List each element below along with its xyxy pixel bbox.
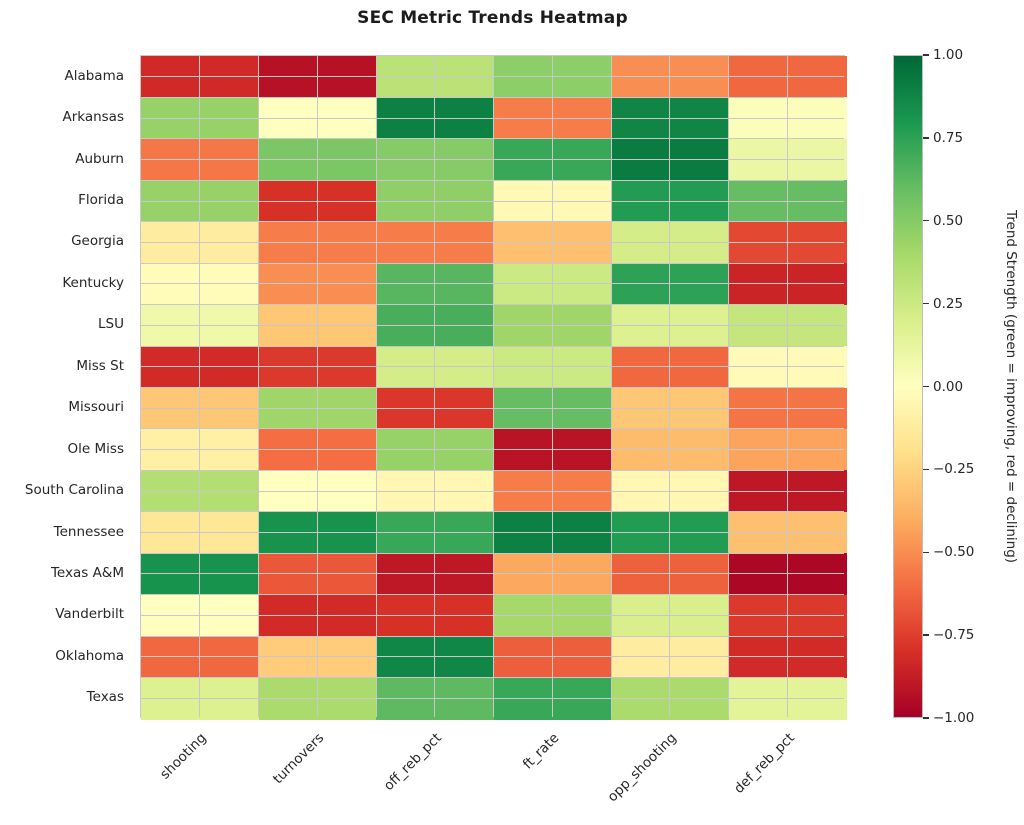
colorbar-tick-mark: [923, 220, 929, 222]
x-tick-label: off_reb_pct: [381, 730, 446, 794]
colorbar-tick-label: 0.75: [933, 129, 964, 146]
colorbar-tick-label: 0.25: [933, 295, 964, 312]
gridline-horizontal: [141, 159, 844, 161]
y-tick-label: Tennessee: [53, 523, 124, 540]
gridline-horizontal: [141, 262, 844, 264]
x-tick-label: ft_rate: [520, 730, 563, 773]
gridline-vertical: [669, 56, 671, 717]
gridline-vertical: [316, 56, 318, 717]
gridline-vertical: [786, 56, 788, 717]
y-tick-label: Missouri: [68, 399, 124, 416]
x-tick-label: turnovers: [270, 730, 328, 788]
x-tick-label: opp_shooting: [604, 730, 681, 806]
y-tick-label: Alabama: [64, 67, 124, 84]
gridline-vertical: [375, 56, 377, 717]
heatmap-plot: [140, 55, 847, 720]
gridline-vertical: [434, 56, 436, 717]
y-tick-label: Vanderbilt: [55, 606, 124, 623]
y-tick-label: Florida: [78, 192, 124, 209]
gridline-horizontal: [141, 635, 844, 637]
colorbar-tick-label: 0.50: [933, 212, 964, 229]
gridline-vertical: [728, 56, 729, 717]
gridline-horizontal: [141, 614, 844, 616]
colorbar-tick-mark: [923, 634, 929, 636]
gridline-horizontal: [141, 428, 844, 430]
gridline-horizontal: [141, 76, 844, 78]
gridline-horizontal: [141, 532, 844, 534]
colorbar-tick-label: −1.00: [933, 710, 975, 726]
gridline-horizontal: [141, 490, 844, 492]
gridline-horizontal: [141, 304, 844, 306]
gridline-horizontal: [141, 138, 844, 140]
y-tick-label: Arkansas: [62, 109, 124, 126]
colorbar-tick-mark: [923, 468, 929, 471]
y-tick-label: Ole Miss: [67, 440, 124, 457]
gridline-horizontal: [141, 221, 844, 223]
y-tick-label: South Carolina: [24, 482, 124, 499]
gridline-vertical: [551, 56, 553, 717]
gridline-vertical: [258, 56, 259, 717]
y-tick-label: LSU: [98, 316, 124, 333]
colorbar-tick-mark: [923, 302, 929, 305]
gridline-vertical: [493, 56, 494, 717]
colorbar: [893, 55, 923, 718]
gridline-vertical: [610, 56, 612, 717]
gridline-horizontal: [141, 573, 844, 575]
gridline-horizontal: [141, 387, 844, 388]
colorbar-tick-label: −0.75: [933, 627, 975, 644]
gridline-horizontal: [141, 469, 844, 471]
y-tick-label: Oklahoma: [55, 647, 124, 664]
x-tick-label: def_reb_pct: [730, 730, 798, 797]
colorbar-tick-mark: [923, 717, 929, 719]
y-axis-labels: Alabama Arkansas Auburn Florida Georgia Kentu…: [0, 55, 132, 718]
gridline-horizontal: [141, 677, 844, 679]
y-tick-label: Texas: [86, 689, 124, 706]
gridline-horizontal: [141, 179, 844, 181]
gridline-horizontal: [141, 200, 844, 202]
gridline-horizontal: [141, 241, 844, 243]
gridline-vertical: [199, 56, 201, 717]
gridline-horizontal: [141, 96, 844, 98]
colorbar-tick-label: 1.00: [933, 47, 964, 63]
y-tick-label: Kentucky: [62, 274, 124, 291]
y-tick-label: Miss St: [76, 357, 124, 374]
gridline-horizontal: [141, 345, 844, 347]
y-tick-label: Auburn: [75, 150, 124, 167]
chart-title: SEC Metric Trends Heatmap: [357, 8, 628, 28]
y-tick-label: Georgia: [71, 233, 124, 250]
colorbar-tick-label: 0.00: [933, 378, 964, 395]
colorbar-label: Trend Strength (green = improving, red =…: [1003, 209, 1019, 564]
colorbar-tick-mark: [923, 385, 929, 388]
gridline-horizontal: [141, 552, 844, 554]
colorbar-tick-label: −0.50: [933, 544, 975, 561]
x-tick-label: shooting: [157, 730, 211, 783]
colorbar-tick-mark: [923, 551, 929, 553]
gridline-horizontal: [141, 117, 844, 119]
colorbar-tick-label: −0.25: [933, 461, 975, 478]
y-tick-label: Texas A&M: [50, 564, 124, 581]
gridline-horizontal: [141, 594, 844, 596]
gridline-horizontal: [141, 697, 844, 699]
heatmap-gridlines: [141, 56, 844, 717]
gridline-horizontal: [141, 407, 844, 409]
gridline-horizontal: [141, 511, 844, 513]
gridline-horizontal: [141, 366, 844, 368]
gridline-horizontal: [141, 656, 844, 658]
x-axis-labels: shooting turnovers off_reb_pct ft_rate opp_s…: [140, 724, 845, 824]
colorbar-tick-mark: [923, 54, 929, 56]
gridline-horizontal: [141, 283, 844, 285]
gridline-horizontal: [141, 449, 844, 451]
gridline-horizontal: [141, 324, 844, 326]
colorbar-tick-mark: [923, 137, 929, 139]
